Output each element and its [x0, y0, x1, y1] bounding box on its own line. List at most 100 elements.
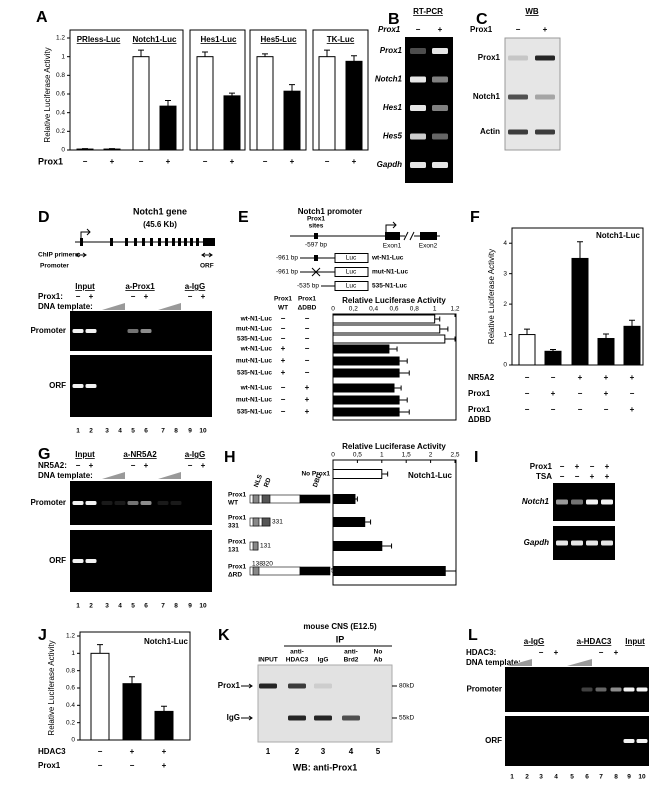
band: [432, 162, 448, 168]
column-header: Prox1: [298, 296, 316, 303]
y-axis-label: Relative Luciferase Activity: [43, 47, 52, 142]
y-tick-label: 0.8: [56, 72, 65, 79]
band: [85, 329, 97, 333]
lane-number: 8: [174, 603, 178, 610]
band: [508, 55, 528, 61]
lane-number: 7: [599, 774, 603, 781]
error-bar: [324, 49, 330, 57]
panel-label: G: [38, 446, 50, 463]
y-tick-label: 1.2: [56, 35, 65, 42]
error-bar: [603, 333, 609, 339]
plot-frame: [249, 29, 307, 151]
sign: −: [131, 292, 136, 301]
sign: −: [525, 389, 530, 398]
sign: −: [139, 157, 144, 166]
condition-label: NR5A2:: [38, 461, 67, 470]
lane-number: 8: [614, 774, 618, 781]
sign: +: [543, 25, 548, 34]
row-label: Promoter: [30, 498, 66, 507]
row-label: wt-N1-Luc: [240, 385, 273, 392]
band: [157, 501, 169, 505]
group-label: a-Prox1: [125, 282, 155, 291]
sign: −: [281, 334, 286, 343]
bar: [332, 368, 400, 378]
sign: +: [201, 292, 206, 301]
chart-title: PRless-Luc: [77, 35, 121, 44]
panel-label: B: [388, 11, 400, 28]
band-arrow: [241, 683, 253, 689]
exon-label: Exon2: [419, 243, 438, 250]
band: [601, 540, 613, 546]
marker-label: 55kD: [399, 715, 414, 722]
lane-number: 9: [627, 774, 631, 781]
template-label: DNA template:: [38, 302, 93, 311]
error-bar: [629, 319, 635, 327]
sign: −: [263, 157, 268, 166]
row-label: wt-N1-Luc: [240, 316, 273, 323]
lane-number: 3: [105, 603, 109, 610]
band: [535, 129, 555, 135]
column-header: anti-: [344, 649, 358, 656]
y-tick-label: 0.4: [56, 109, 65, 116]
sign: −: [76, 461, 81, 470]
row-label: Prox1: [38, 761, 61, 770]
sign: −: [188, 461, 193, 470]
lane-number: 1: [76, 428, 80, 435]
sign: +: [290, 157, 295, 166]
x-tick-label: 2: [429, 452, 433, 459]
error-bar: [97, 644, 103, 654]
lane-number: 2: [89, 603, 93, 610]
exon: [80, 238, 83, 246]
sign: +: [110, 157, 115, 166]
panel-title: mouse CNS (E12.5): [303, 622, 377, 631]
sign: −: [551, 373, 556, 382]
row-label: 535-N1-Luc: [237, 370, 272, 377]
lane-number: 6: [144, 428, 148, 435]
sign: −: [590, 462, 595, 471]
sign: −: [130, 761, 135, 770]
chart-title: Notch1-Luc: [144, 637, 189, 646]
bar: [223, 95, 241, 151]
band: [259, 683, 277, 689]
bar: [332, 344, 390, 354]
row-label: Prox1: [228, 539, 246, 546]
x-tick-label: 0: [331, 306, 335, 313]
error-bar: [524, 328, 530, 335]
error-bar: [399, 409, 410, 415]
condition-label: Prox1:: [38, 292, 63, 301]
y-tick-label: 4: [503, 240, 507, 247]
error-bar: [381, 543, 393, 549]
x-tick-label: 1,5: [402, 452, 411, 459]
bar: [332, 334, 446, 344]
row-label: Notch1: [375, 75, 403, 84]
chart-title: TK-Luc: [327, 35, 355, 44]
template-wedge: [158, 472, 181, 479]
group-label: Input: [75, 450, 95, 459]
column-header: Ab: [374, 657, 383, 664]
domain-label: RD: [263, 477, 273, 489]
bar: [623, 325, 641, 366]
sign: −: [578, 405, 583, 414]
exon: [420, 232, 437, 240]
band-label: IgG: [227, 713, 240, 722]
construct-end: 131: [260, 543, 271, 550]
sign: −: [325, 157, 330, 166]
sign: −: [560, 462, 565, 471]
x-tick-label: 0,4: [369, 306, 378, 313]
exon-label: Exon1: [383, 243, 402, 250]
row-label: 131: [228, 547, 239, 554]
y-tick-label: 0: [61, 147, 65, 154]
band: [432, 76, 448, 83]
band: [432, 105, 448, 111]
marker-label: 80kD: [399, 683, 414, 690]
exon: [178, 238, 181, 246]
error-bar: [550, 348, 556, 352]
exon: [190, 238, 193, 246]
band: [140, 329, 152, 333]
error-bar: [289, 84, 295, 92]
domain-label: DBD: [312, 472, 323, 488]
row-label: NR5A2: [468, 373, 495, 382]
panel-label: K: [218, 627, 230, 644]
error-bar: [364, 519, 372, 525]
reporter-label: Luc: [346, 283, 357, 290]
